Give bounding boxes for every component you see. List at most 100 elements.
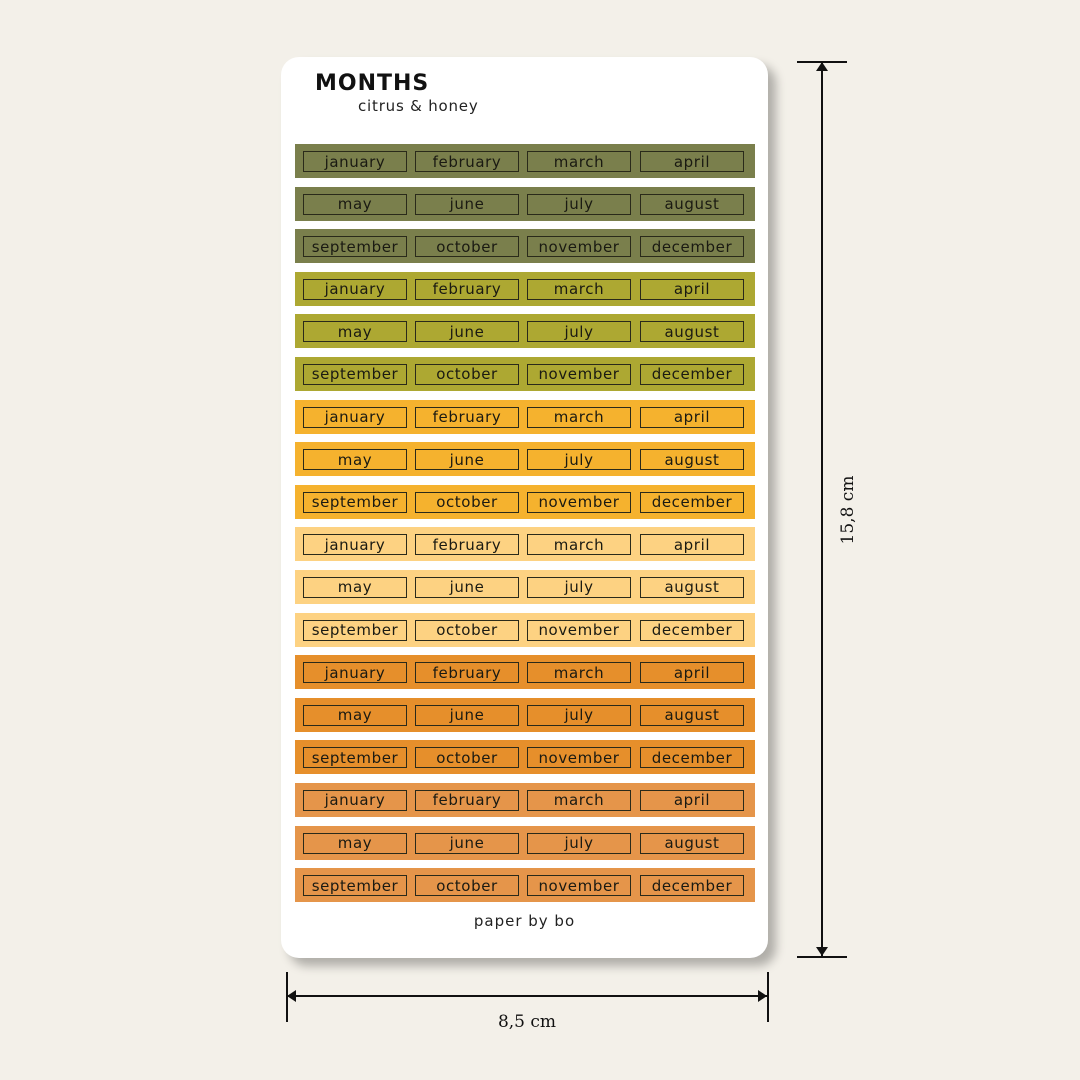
sticker-sheet: MONTHS citrus & honey january february mar…	[281, 57, 768, 958]
month-label: september	[303, 747, 407, 769]
brand-footer: paper by bo	[473, 912, 576, 930]
month-label: january	[303, 278, 407, 300]
sticker-strip: may june july august	[295, 442, 755, 477]
height-dimension-line	[821, 62, 823, 956]
month-label: july	[527, 832, 631, 854]
sticker-strip: january february march april	[295, 399, 755, 434]
month-label: july	[527, 321, 631, 343]
month-label: december	[640, 491, 744, 513]
month-label: february	[415, 151, 519, 172]
month-label: december	[640, 875, 744, 897]
month-label: march	[527, 278, 631, 300]
arrow-left-icon	[287, 990, 296, 1002]
month-label: may	[303, 832, 407, 854]
sticker-strip: january february march april	[295, 527, 755, 562]
height-dimension-top-tick	[797, 61, 847, 63]
month-label: january	[303, 789, 407, 811]
month-label: july	[527, 704, 631, 726]
sticker-strip: january february march april	[295, 271, 755, 306]
month-label: june	[415, 193, 519, 215]
month-label: july	[527, 193, 631, 215]
height-dimension-bottom-tick	[797, 956, 847, 958]
month-label: august	[640, 832, 744, 854]
month-label: march	[527, 789, 631, 811]
sticker-strip: may june july august	[295, 569, 755, 604]
month-label: january	[303, 151, 407, 172]
sticker-strip: january february march april	[295, 655, 755, 690]
month-label: march	[527, 662, 631, 684]
arrow-right-icon	[758, 990, 767, 1002]
month-label: november	[527, 875, 631, 897]
month-label: august	[640, 193, 744, 215]
sticker-strip: may june july august	[295, 825, 755, 860]
month-label: january	[303, 534, 407, 556]
month-label: february	[415, 662, 519, 684]
month-label: february	[415, 406, 519, 428]
month-label: november	[527, 236, 631, 258]
month-label: october	[415, 491, 519, 513]
month-label: april	[640, 662, 744, 684]
sticker-strip: september october november december	[295, 612, 755, 647]
month-label: october	[415, 363, 519, 385]
month-label: august	[640, 576, 744, 598]
month-label: october	[415, 619, 519, 641]
month-label: june	[415, 321, 519, 343]
month-label: october	[415, 875, 519, 897]
sticker-strip: september october november december	[295, 229, 755, 264]
month-label: april	[640, 151, 744, 172]
sticker-strips: january february march april may june july augu…	[295, 144, 755, 911]
month-label: march	[527, 534, 631, 556]
month-label: may	[303, 576, 407, 598]
month-label: january	[303, 406, 407, 428]
month-label: february	[415, 789, 519, 811]
month-label: may	[303, 704, 407, 726]
sticker-strip: september october november december	[295, 484, 755, 519]
month-label: november	[527, 747, 631, 769]
month-label: february	[415, 278, 519, 300]
month-label: february	[415, 534, 519, 556]
month-label: april	[640, 789, 744, 811]
month-label: april	[640, 406, 744, 428]
month-label: november	[527, 619, 631, 641]
month-label: september	[303, 491, 407, 513]
month-label: january	[303, 662, 407, 684]
arrow-down-icon	[816, 947, 828, 956]
month-label: june	[415, 704, 519, 726]
width-dimension-right-tick	[767, 972, 769, 1022]
month-label: december	[640, 363, 744, 385]
month-label: december	[640, 236, 744, 258]
month-label: march	[527, 151, 631, 172]
sticker-strip: september october november december	[295, 868, 755, 903]
width-label: 8,5 cm	[497, 1012, 557, 1032]
month-label: april	[640, 278, 744, 300]
month-label: july	[527, 449, 631, 471]
month-label: september	[303, 236, 407, 258]
sheet-subtitle: citrus & honey	[358, 97, 479, 115]
month-label: april	[640, 534, 744, 556]
month-label: august	[640, 321, 744, 343]
sticker-strip: september october november december	[295, 740, 755, 775]
month-label: may	[303, 193, 407, 215]
month-label: december	[640, 747, 744, 769]
sticker-strip: may june july august	[295, 186, 755, 221]
month-label: october	[415, 747, 519, 769]
month-label: october	[415, 236, 519, 258]
width-dimension-left-tick	[286, 972, 288, 1022]
month-label: march	[527, 406, 631, 428]
month-label: september	[303, 363, 407, 385]
height-label: 15,8 cm	[838, 475, 858, 545]
month-label: september	[303, 619, 407, 641]
month-label: july	[527, 576, 631, 598]
sticker-strip: january february march april	[295, 144, 755, 178]
month-label: june	[415, 576, 519, 598]
month-label: may	[303, 321, 407, 343]
month-label: december	[640, 619, 744, 641]
sticker-strip: may june july august	[295, 314, 755, 349]
month-label: november	[527, 491, 631, 513]
month-label: august	[640, 449, 744, 471]
month-label: june	[415, 832, 519, 854]
sticker-strip: january february march april	[295, 782, 755, 817]
month-label: november	[527, 363, 631, 385]
sticker-strip: september october november december	[295, 356, 755, 391]
month-label: september	[303, 875, 407, 897]
